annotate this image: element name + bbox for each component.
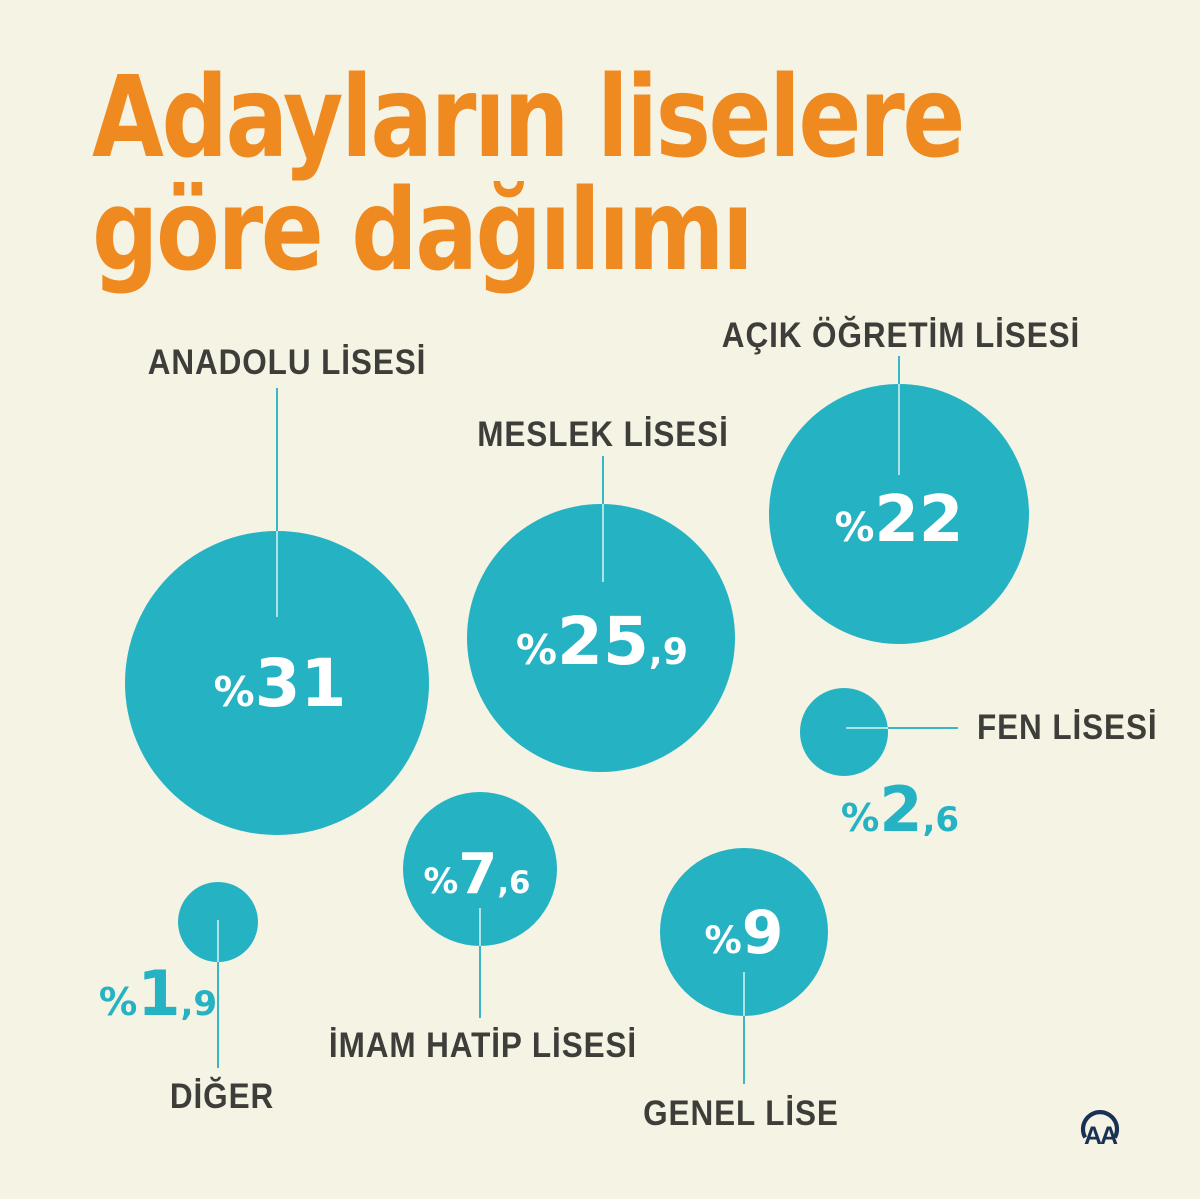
- leader-line-fen: [888, 727, 958, 729]
- label-fen-lisesi: FEN LİSESİ: [977, 708, 1158, 747]
- value-meslek-lisesi: %25,9: [516, 609, 688, 675]
- percent-sign: %: [423, 862, 459, 902]
- value-dec: ,6: [497, 865, 531, 901]
- leader-line-imam-hatip: [479, 946, 481, 1018]
- leader-line-genel-lise: [743, 1016, 745, 1084]
- value-diger: %1,9: [99, 963, 217, 1025]
- leader-line-diger: [217, 962, 219, 1068]
- leader-line-meslek-inner: [602, 504, 604, 582]
- percent-sign: %: [516, 626, 558, 674]
- value-int: 31: [254, 645, 347, 722]
- value-imam-hatip-lisesi: %7,6: [424, 847, 531, 903]
- value-genel-lise: %9: [704, 903, 783, 963]
- value-dec: ,6: [922, 800, 960, 840]
- value-dec: ,9: [648, 630, 688, 673]
- value-int: 22: [874, 483, 964, 557]
- label-genel-lise: GENEL LİSE: [643, 1094, 839, 1133]
- page-title: Adayların liselere göre dağılımı: [92, 53, 965, 296]
- bubble-meslek-lisesi: [467, 504, 735, 772]
- percent-sign: %: [834, 505, 875, 551]
- value-dec: ,9: [180, 984, 218, 1024]
- leader-line-acik-ogretim-inner: [898, 384, 900, 475]
- value-int: 2: [879, 773, 923, 846]
- leader-line-meslek: [602, 456, 604, 504]
- bubble-fen-lisesi: [800, 688, 888, 776]
- label-anadolu-lisesi: ANADOLU LİSESİ: [147, 343, 427, 382]
- leader-line-anadolu-inner: [276, 531, 278, 617]
- label-acik-ogretim-lisesi: AÇIK ÖĞRETİM LİSESİ: [721, 316, 1081, 355]
- leader-line-acik-ogretim: [898, 356, 900, 384]
- percent-sign: %: [213, 668, 255, 716]
- leader-line-diger-inner: [217, 920, 219, 962]
- aa-logo: AA: [1076, 1108, 1124, 1155]
- leader-line-anadolu: [276, 388, 278, 531]
- aa-logo-icon: AA: [1080, 1110, 1120, 1150]
- value-acik-ogretim-lisesi: %22: [835, 488, 964, 552]
- title-line-2: göre dağılımı: [92, 166, 754, 296]
- value-int: 1: [137, 957, 181, 1030]
- value-int: 9: [741, 898, 784, 968]
- leader-line-imam-hatip-inner: [479, 908, 481, 946]
- value-int: 7: [458, 842, 498, 907]
- aa-logo-text: AA: [1084, 1122, 1118, 1150]
- value-anadolu-lisesi: %31: [214, 651, 347, 717]
- label-imam-hatip-lisesi: İMAM HATİP LİSESİ: [328, 1026, 638, 1065]
- percent-sign: %: [840, 796, 880, 841]
- label-meslek-lisesi: MESLEK LİSESİ: [477, 415, 729, 454]
- label-diger: DİĞER: [169, 1077, 275, 1116]
- percent-sign: %: [98, 980, 138, 1025]
- leader-line-genel-lise-inner: [743, 972, 745, 1016]
- value-fen-lisesi: %2,6: [841, 779, 959, 841]
- title-line-1: Adayların liselere: [92, 53, 965, 183]
- leader-line-fen-inner: [846, 727, 888, 729]
- percent-sign: %: [704, 918, 742, 962]
- value-int: 25: [557, 603, 649, 680]
